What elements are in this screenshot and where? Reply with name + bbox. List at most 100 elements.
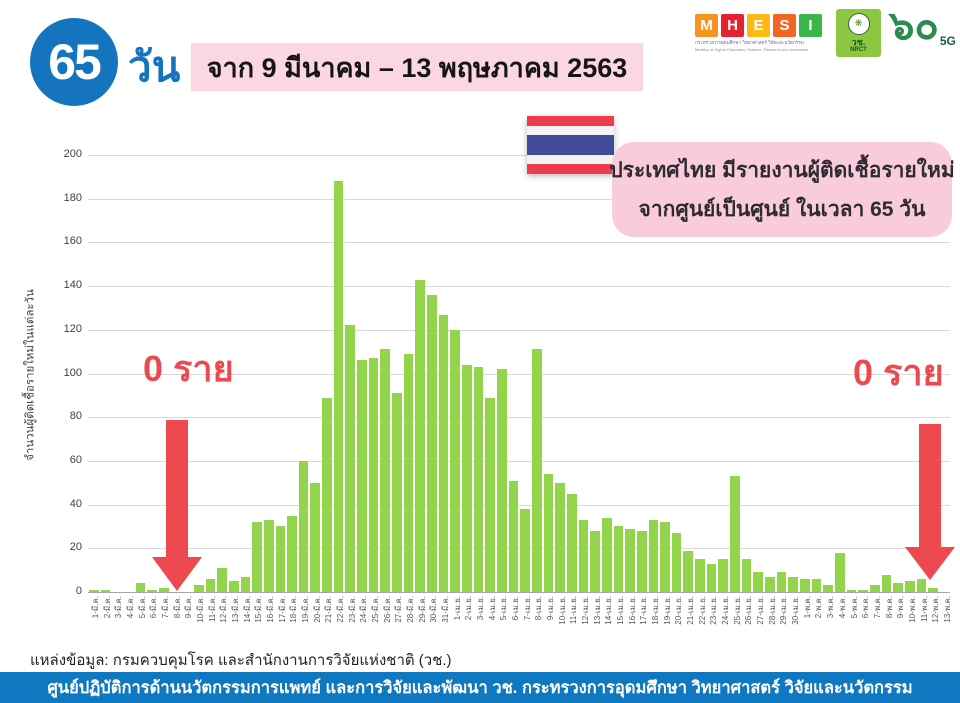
down-arrow-icon-right — [905, 424, 955, 580]
bar-slot — [345, 155, 356, 592]
bar — [252, 522, 262, 592]
bar — [543, 474, 554, 592]
bar — [823, 585, 833, 592]
x-axis-label: 12-พ.ค. — [931, 596, 941, 623]
bar-slot — [869, 155, 880, 592]
zero-cases-label-right: 0 ราย — [853, 352, 944, 393]
bar — [601, 517, 612, 592]
bar — [613, 526, 624, 592]
bar-slot — [555, 155, 565, 592]
x-axis-label: 16-มี.ค. — [265, 596, 275, 623]
x-axis-label: 19-มี.ค. — [300, 596, 310, 623]
x-axis-label: 21-มี.ค. — [324, 596, 334, 623]
mhesi-letter-s: S — [773, 14, 796, 37]
date-range-banner: จาก 9 มีนาคม – 13 พฤษภาคม 2563 — [191, 43, 643, 91]
x-axis-label: 7-มี.ค. — [160, 596, 170, 619]
x-axis-label: 29-มี.ค. — [417, 596, 427, 623]
gridline-180: 180 — [64, 192, 950, 204]
x-axis-label: 6-เม.ย. — [511, 596, 521, 621]
bar-slot — [438, 155, 449, 592]
x-axis-label: 5-เม.ย. — [499, 596, 509, 621]
x-axis-label: 3-เม.ย. — [476, 596, 485, 621]
x-axis-label: 8-เม.ย. — [534, 596, 544, 621]
bar-slot — [625, 155, 635, 592]
bar — [695, 559, 705, 592]
x-axis-label: 4-พ.ค. — [837, 596, 847, 619]
bar — [217, 567, 227, 592]
bar — [904, 581, 915, 592]
bar — [415, 279, 426, 592]
bar — [450, 329, 460, 592]
bar — [869, 585, 880, 592]
bar-slot — [520, 155, 530, 592]
bar-slot — [531, 155, 542, 592]
x-axis-label: 25-มี.ค. — [370, 596, 380, 623]
bar-slot — [333, 155, 344, 592]
bar-slot — [858, 155, 868, 592]
bar-slot — [368, 155, 379, 592]
bar-slot — [392, 155, 402, 592]
flag-stripe-white — [527, 125, 614, 136]
x-axis-label: 11-เม.ย. — [569, 596, 579, 625]
bar-slot — [496, 155, 507, 592]
bar-slot — [753, 155, 764, 592]
x-axis-label: 29-เม.ย. — [779, 596, 789, 625]
bar-slot — [462, 155, 472, 592]
bar — [263, 519, 274, 592]
x-axis-labels: 1-มี.ค. 2-มี.ค. 3-มี.ค. 4-มี.ค. 5-มี.ค. 6-มี.… — [88, 594, 952, 648]
annotation-line1: ประเทศไทย มีรายงานผู้ติดเชื้อรายใหม่ — [609, 158, 955, 182]
nrct-english-abbr: NRCT — [850, 46, 867, 53]
bar-slot — [147, 155, 157, 592]
x-axis-label: 17-เม.ย. — [639, 596, 649, 625]
bar-slot — [776, 155, 787, 592]
x-axis-label: 9-เม.ย. — [546, 596, 556, 621]
y-axis-tick: 180 — [63, 191, 82, 204]
bar-slot — [741, 155, 752, 592]
x-axis-label: 28-มี.ค. — [405, 596, 415, 623]
bar-slot — [415, 155, 426, 592]
x-axis-label: 27-เม.ย. — [756, 596, 766, 625]
bar — [322, 397, 332, 592]
bar — [776, 572, 787, 592]
bar — [718, 559, 729, 592]
bar — [193, 585, 204, 592]
bar-slot — [485, 155, 495, 592]
bar-slot — [811, 155, 822, 592]
x-axis-label: 8-มี.ค. — [172, 596, 182, 619]
y-axis-tick: 200 — [63, 148, 82, 160]
bar — [473, 366, 484, 592]
bar-slot — [695, 155, 705, 592]
x-axis-label: 16-เม.ย. — [627, 596, 637, 625]
x-axis-label: 26-มี.ค. — [382, 596, 392, 623]
bar-slot — [916, 155, 927, 592]
mhesi-letter-m: M — [695, 14, 718, 37]
x-axis-label: 15-มี.ค. — [254, 596, 264, 623]
x-axis-label: 22-เม.ย. — [697, 596, 707, 625]
x-axis-label: 20-มี.ค. — [312, 596, 322, 623]
gridline-200: 200 — [64, 148, 950, 160]
x-axis-label: 14-เม.ย. — [604, 596, 614, 625]
bar — [508, 480, 519, 592]
bar — [147, 589, 157, 592]
bar-slot — [846, 155, 857, 592]
gridline-60: 60 — [70, 454, 950, 466]
bar — [928, 587, 938, 592]
y-axis-tick: 140 — [63, 279, 82, 292]
mhesi-letter-h: H — [721, 14, 744, 37]
x-axis-label: 25-เม.ย. — [732, 596, 742, 625]
bar — [485, 397, 495, 592]
date-range-text: จาก 9 มีนาคม – 13 พฤษภาคม 2563 — [206, 52, 628, 83]
anniversary-60-5g-logo: ๖๐ 5G — [889, 4, 956, 48]
flag-stripe-red — [527, 116, 614, 126]
bar — [357, 360, 367, 592]
bar-slot — [158, 155, 169, 592]
bar-slot — [706, 155, 717, 592]
bar — [800, 578, 810, 592]
y-axis-tick: 0 — [75, 585, 82, 597]
bar — [205, 578, 216, 592]
bar — [846, 589, 857, 592]
bar — [835, 552, 845, 592]
bar-slot — [275, 155, 286, 592]
bar — [648, 519, 659, 592]
